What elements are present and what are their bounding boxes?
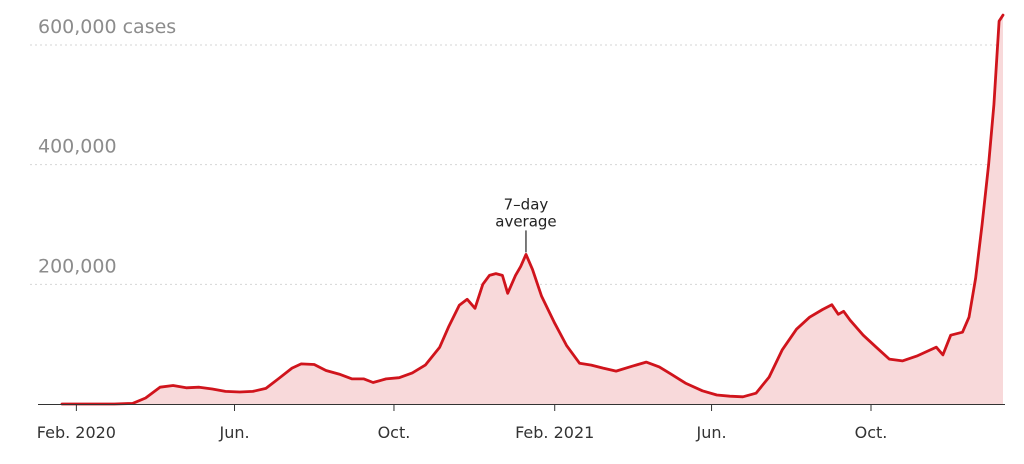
y-tick-label: 600,000 cases	[38, 16, 176, 38]
y-tick-label: 200,000	[38, 255, 117, 277]
x-tick-label: Jun.	[218, 423, 249, 442]
x-tick-label: Feb. 2021	[515, 423, 594, 442]
x-tick-label: Oct.	[378, 423, 411, 442]
annotation-line-2: average	[495, 212, 556, 230]
x-axis-ticks: Feb. 2020 Jun. Oct. Feb. 2021 Jun. Oct.	[37, 404, 888, 442]
annotation-line-1: 7–day	[504, 195, 549, 213]
grid-lines	[30, 44, 1003, 285]
x-tick-label: Feb. 2020	[37, 423, 116, 442]
annotation: 7–day average	[495, 195, 557, 253]
x-tick-label: Oct.	[855, 423, 888, 442]
x-tick-label: Jun.	[696, 423, 727, 442]
y-tick-label: 400,000	[38, 136, 117, 158]
area-fill	[62, 15, 1003, 404]
y-axis-ticks: 200,000 400,000 600,000 cases	[38, 16, 176, 277]
series-line	[60, 13, 1005, 406]
